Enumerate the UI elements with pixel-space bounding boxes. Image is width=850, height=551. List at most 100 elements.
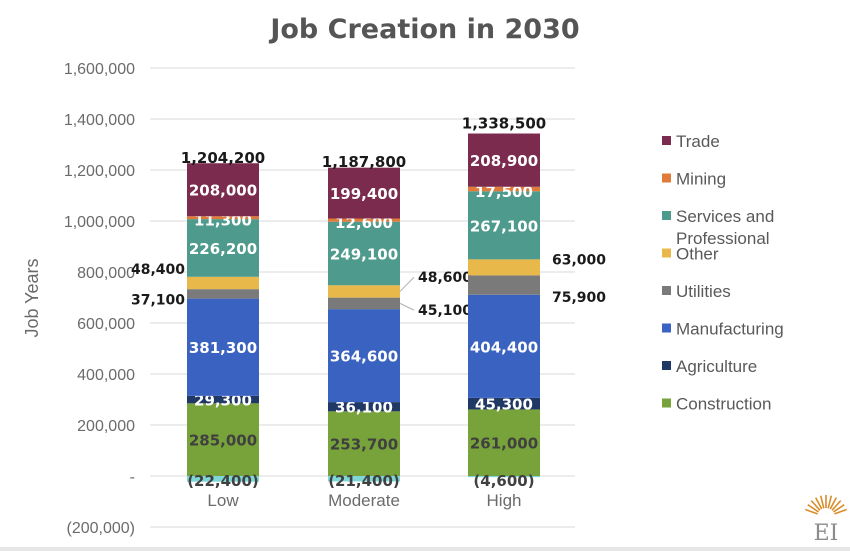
bar-segment — [468, 191, 540, 260]
data-label: 37,100 — [131, 293, 185, 309]
logo-ray — [831, 500, 842, 511]
data-label-negative: (22,400) — [187, 472, 259, 490]
data-label: 226,200 — [189, 240, 257, 258]
data-label: 208,900 — [470, 152, 538, 170]
bar-segment — [468, 397, 540, 410]
bar-segment — [187, 289, 259, 299]
legend-label: Manufacturing — [676, 320, 784, 339]
bar-segment — [328, 285, 400, 298]
legend-label: Professional — [676, 229, 770, 248]
data-label: 48,600 — [418, 270, 472, 286]
legend-swatch — [662, 323, 671, 333]
data-label: 45,300 — [475, 396, 533, 414]
logo-ray — [827, 495, 833, 509]
data-label: 267,100 — [470, 217, 538, 235]
bar-segment — [468, 409, 540, 476]
legend-label: Construction — [676, 395, 771, 414]
legend-label: Utilities — [676, 282, 731, 301]
legend-swatch — [662, 136, 671, 145]
data-label: 253,700 — [330, 436, 398, 454]
leader-line — [399, 302, 415, 311]
logo-ray — [810, 500, 821, 511]
bar-segment — [328, 218, 400, 222]
legend-swatch — [662, 211, 671, 220]
legend-swatch — [662, 398, 671, 408]
bar-segment — [468, 294, 540, 398]
data-label: 12,600 — [335, 214, 393, 232]
data-label: 75,900 — [552, 290, 606, 306]
y-tick-label: 1,200,000 — [64, 163, 135, 180]
legend-label: Agriculture — [676, 357, 757, 376]
logo-ray — [814, 497, 823, 510]
logo-ray — [834, 508, 847, 515]
bar-segment — [187, 395, 259, 404]
legend-swatch — [662, 361, 671, 370]
bar-segment — [328, 402, 400, 412]
bar-segment — [328, 297, 400, 310]
data-label: 249,100 — [330, 245, 398, 263]
y-tick-label: (200,000) — [67, 520, 136, 537]
y-tick-label: 600,000 — [77, 316, 135, 333]
data-label: 17,500 — [475, 183, 533, 201]
bar-segment-negative — [328, 476, 400, 482]
y-tick-label: 1,600,000 — [64, 61, 135, 78]
bar-segment — [328, 309, 400, 403]
bar-segment — [187, 163, 259, 217]
y-tick-label: - — [130, 469, 135, 486]
y-axis-label: Job Years — [22, 258, 42, 337]
legend-swatch — [662, 286, 671, 295]
bar-segment — [187, 403, 259, 476]
bar-segment — [187, 219, 259, 277]
logo-ray — [833, 504, 845, 513]
y-tick-label: 400,000 — [77, 367, 135, 384]
legend-label: Services and — [676, 207, 774, 226]
data-label: 208,000 — [189, 182, 257, 200]
bar-segment — [468, 133, 540, 187]
y-tick-label: 1,000,000 — [64, 214, 135, 231]
data-label: 404,400 — [470, 338, 538, 356]
leader-line — [399, 276, 415, 292]
bar-segment — [468, 186, 540, 192]
category-label: Low — [207, 491, 239, 510]
total-label: 1,338,500 — [462, 115, 546, 133]
data-label: 36,100 — [335, 399, 393, 417]
logo-ray — [829, 497, 838, 510]
logo-text: EI — [814, 521, 839, 546]
bar-segment — [187, 216, 259, 220]
total-label: 1,204,200 — [181, 149, 265, 167]
bar-segment — [328, 167, 400, 219]
legend-label: Mining — [676, 170, 726, 189]
bar-segment-negative — [187, 476, 259, 482]
logo-ray — [819, 495, 825, 509]
bar-segment — [328, 411, 400, 476]
footer-line — [0, 547, 850, 551]
legend-label: Other — [676, 245, 719, 264]
data-label: 364,600 — [330, 348, 398, 366]
logo-ray — [805, 508, 818, 515]
legend-swatch — [662, 173, 671, 183]
data-label-negative: (21,400) — [328, 472, 400, 490]
y-tick-label: 800,000 — [77, 265, 135, 282]
data-label: 48,400 — [131, 262, 185, 278]
bar-segment — [187, 276, 259, 290]
category-label: High — [487, 491, 522, 510]
data-label: 381,300 — [189, 339, 257, 357]
data-label: 285,000 — [189, 432, 257, 450]
bar-segment — [187, 298, 259, 396]
data-label: 45,100 — [418, 303, 472, 319]
bar-segment — [468, 275, 540, 295]
logo-ray — [807, 504, 819, 513]
legend-swatch — [662, 248, 671, 258]
category-label: Moderate — [328, 491, 400, 510]
chart-title: Job Creation in 2030 — [268, 14, 579, 45]
bar-segment — [328, 221, 400, 286]
data-label: 261,000 — [470, 435, 538, 453]
bar-segment — [468, 259, 540, 276]
legend-label: Trade — [676, 132, 720, 151]
data-label: 63,000 — [552, 252, 606, 268]
data-label-negative: (4,600) — [473, 472, 534, 490]
bar-segment-negative — [468, 476, 540, 478]
total-label: 1,187,800 — [322, 153, 406, 171]
data-label: 199,400 — [330, 185, 398, 203]
